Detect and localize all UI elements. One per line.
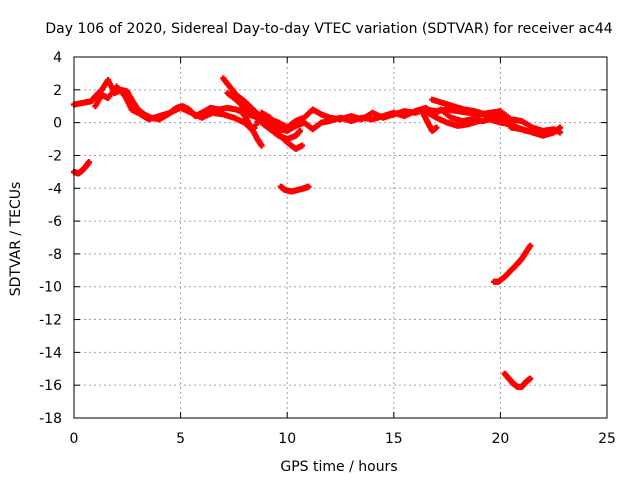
- y-tick-label: -6: [48, 214, 62, 230]
- y-tick-label: -2: [48, 148, 62, 164]
- series-segment-at-20: [491, 242, 534, 285]
- chart-title: Day 106 of 2020, Sidereal Day-to-day VTE…: [45, 21, 612, 37]
- x-tick-label: 10: [278, 431, 296, 447]
- y-tick-label: -10: [39, 280, 62, 296]
- data-point: [305, 183, 312, 190]
- y-tick-label: -4: [48, 181, 62, 197]
- series-arc-drop-8: [237, 106, 265, 149]
- x-axis-label: GPS time / hours: [280, 459, 397, 475]
- data-point: [522, 127, 529, 134]
- data-point: [557, 124, 564, 131]
- x-tick-label: 5: [176, 431, 185, 447]
- x-tick-label: 20: [491, 431, 509, 447]
- series-early-negative: [71, 159, 92, 177]
- y-axis-label: SDTVAR / TECUs: [8, 182, 24, 297]
- data-point: [258, 142, 265, 149]
- y-tick-label: -12: [39, 313, 62, 329]
- data-point: [296, 127, 303, 134]
- series-segment-at-10: [277, 183, 312, 195]
- y-tick-label: 4: [53, 50, 62, 66]
- data-point: [433, 124, 440, 131]
- y-tick-label: -14: [39, 345, 62, 361]
- y-tick-label: 0: [53, 116, 62, 132]
- data-points: [71, 75, 564, 390]
- x-axis-ticks: 0 5 10 15 20 25: [70, 57, 616, 447]
- data-point: [527, 375, 534, 382]
- x-tick-label: 25: [598, 431, 616, 447]
- plot-frame: [73, 56, 608, 419]
- series-arc-7-to-10: [224, 90, 303, 143]
- grid: [74, 57, 607, 418]
- data-point: [508, 121, 515, 128]
- y-tick-label: -16: [39, 378, 62, 394]
- y-tick-label: -8: [48, 247, 62, 263]
- series-late-arc-17-to-20: [429, 96, 529, 134]
- x-tick-label: 0: [70, 431, 79, 447]
- data-point: [527, 242, 534, 249]
- series-late-arc-17-lower: [424, 109, 515, 129]
- y-axis-ticks: -18 -16 -14 -12 -10 -8 -6 -4 -2 0 2 4: [39, 50, 607, 427]
- data-point: [299, 142, 306, 149]
- series-dip-16-6: [420, 111, 440, 134]
- data-point: [85, 159, 92, 166]
- series-segment-at-21: [501, 370, 534, 390]
- x-tick-label: 15: [385, 431, 403, 447]
- y-tick-label: 2: [53, 83, 62, 99]
- y-tick-label: -18: [39, 411, 62, 427]
